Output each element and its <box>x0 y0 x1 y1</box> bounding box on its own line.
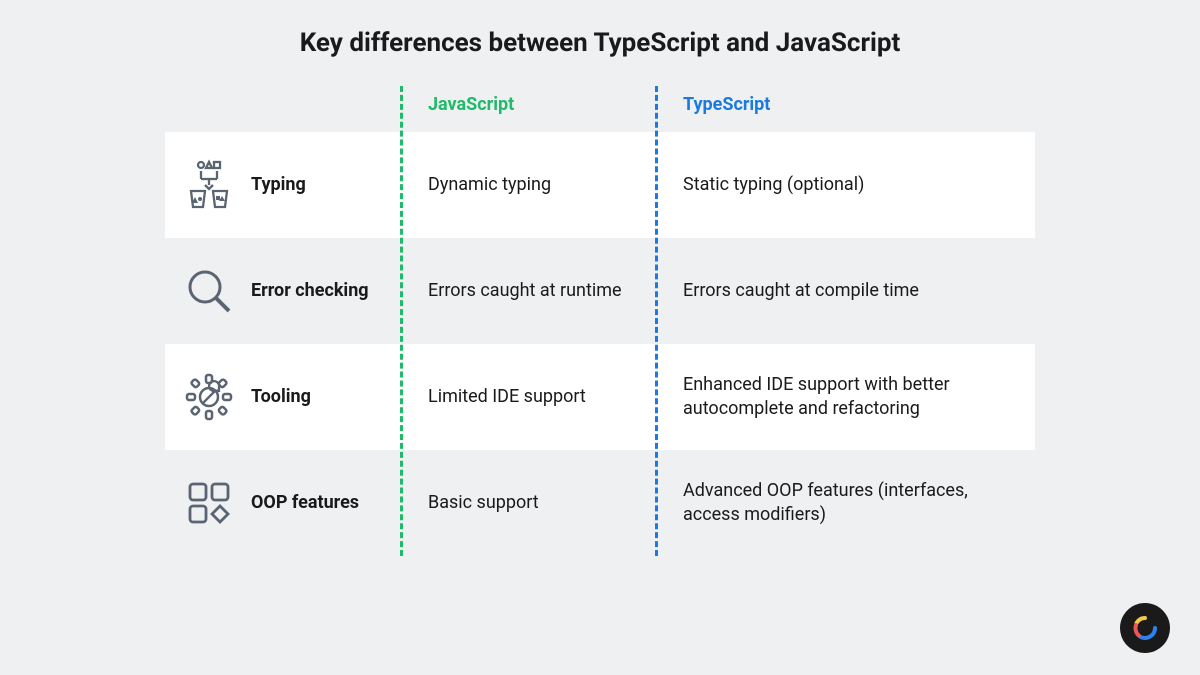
column-header-js: JavaScript <box>428 94 514 115</box>
table-row: Tooling Limited IDE support Enhanced IDE… <box>165 344 1035 450</box>
divider-ts <box>655 86 658 556</box>
cell-ts: Advanced OOP features (interfaces, acces… <box>683 479 1035 528</box>
gear-wrench-icon <box>183 371 235 423</box>
cell-js: Dynamic typing <box>428 173 571 197</box>
cell-js: Basic support <box>428 491 559 515</box>
cell-ts: Errors caught at compile time <box>683 279 939 303</box>
shapes-icon <box>183 477 235 529</box>
feature-label: Tooling <box>251 385 311 408</box>
brand-logo <box>1120 603 1170 653</box>
typing-icon <box>183 159 235 211</box>
table-row: OOP features Basic support Advanced OOP … <box>165 450 1035 556</box>
feature-label: Typing <box>251 173 306 196</box>
page-title: Key differences between TypeScript and J… <box>0 0 1200 86</box>
cell-js: Limited IDE support <box>428 385 606 409</box>
divider-js <box>400 86 403 556</box>
table-row: Typing Dynamic typing Static typing (opt… <box>165 132 1035 238</box>
column-header-ts: TypeScript <box>683 94 770 115</box>
magnifier-icon <box>183 265 235 317</box>
feature-label: OOP features <box>251 491 359 514</box>
table-row: Error checking Errors caught at runtime … <box>165 238 1035 344</box>
comparison-table: JavaScript TypeScript <box>165 86 1035 556</box>
feature-label: Error checking <box>251 279 369 302</box>
cell-ts: Enhanced IDE support with better autocom… <box>683 373 1035 422</box>
cell-js: Errors caught at runtime <box>428 279 642 303</box>
cell-ts: Static typing (optional) <box>683 173 884 197</box>
table-header: JavaScript TypeScript <box>165 86 1035 122</box>
